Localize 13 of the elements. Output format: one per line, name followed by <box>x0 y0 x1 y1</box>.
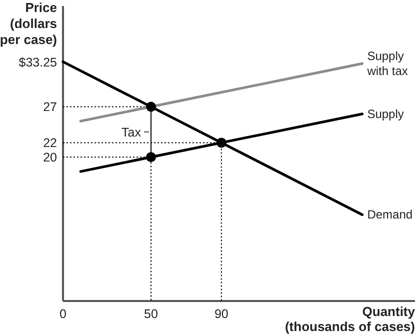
y-axis-title: Price (dollars per case) <box>0 0 57 47</box>
series-label: Demand <box>367 208 413 222</box>
y-tick-label: 27 <box>43 100 58 114</box>
y-tick-label: 20 <box>43 150 58 165</box>
annotation: Tax <box>122 125 142 140</box>
x-tick-label: 0 <box>60 307 67 321</box>
x-axis-title: Quantity (thousands of cases) <box>284 304 416 334</box>
y-tick-label: 22 <box>43 136 58 150</box>
y-tick-label: $33.25 <box>18 55 58 70</box>
series-label: Supply with tax <box>366 49 408 78</box>
x-tick-label: 90 <box>214 307 228 321</box>
x-tick-label: 50 <box>144 307 158 321</box>
series-label: Supply <box>367 106 404 121</box>
